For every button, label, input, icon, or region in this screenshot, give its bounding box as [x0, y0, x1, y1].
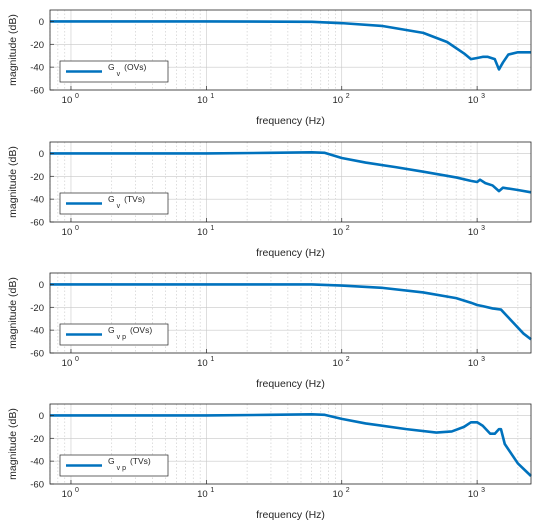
legend-label: Gv p(TVs): [108, 456, 151, 472]
legend: Gv(TVs): [59, 192, 169, 215]
y-axis-label: magnitude (dB): [7, 146, 19, 218]
x-tick-label: 10: [62, 489, 73, 500]
legend-box: [59, 323, 169, 346]
x-tick-label: 10: [468, 358, 479, 369]
y-axis-label: magnitude (dB): [7, 408, 19, 480]
legend-box: [59, 454, 169, 477]
x-tick-exponent: 0: [75, 356, 79, 363]
y-tick-label: -20: [30, 303, 44, 314]
x-tick-exponent: 3: [481, 225, 485, 232]
legend-label: Gv(OVs): [108, 62, 146, 78]
y-tick-label: -60: [30, 349, 44, 360]
legend-label: Gv(TVs): [108, 194, 145, 210]
y-tick-label: -40: [30, 457, 44, 468]
y-tick-label: 0: [39, 17, 44, 28]
x-tick-label: 10: [332, 227, 343, 238]
x-tick-label: 10: [197, 227, 208, 238]
y-axis-label: magnitude (dB): [7, 14, 19, 86]
y-tick-label: -20: [30, 434, 44, 445]
series-line-1: [50, 283, 532, 341]
legend: Gv p(TVs): [59, 454, 169, 477]
x-tick-exponent: 3: [481, 356, 485, 363]
x-tick-label: 10: [62, 227, 73, 238]
x-axis-label: frequency (Hz): [256, 378, 325, 390]
x-tick-exponent: 2: [346, 356, 350, 363]
x-tick-label: 10: [62, 95, 73, 106]
series-line-1: [50, 412, 532, 477]
legend-label: Gv p(OVs): [108, 325, 152, 341]
y-tick-label: -20: [30, 172, 44, 183]
legend-box: [59, 60, 169, 83]
x-tick-exponent: 2: [346, 487, 350, 494]
series-line-1: [50, 150, 532, 194]
x-tick-exponent: 1: [210, 93, 214, 100]
y-tick-label: -60: [30, 480, 44, 491]
x-tick-exponent: 2: [346, 93, 350, 100]
axes-box: [49, 9, 532, 91]
y-tick-label: -40: [30, 326, 44, 337]
x-tick-exponent: 1: [210, 225, 214, 232]
legend: Gv p(OVs): [59, 323, 169, 346]
x-tick-exponent: 2: [346, 225, 350, 232]
x-axis-label: frequency (Hz): [256, 509, 325, 521]
x-tick-label: 10: [332, 489, 343, 500]
x-tick-exponent: 0: [75, 487, 79, 494]
axes-box: [49, 403, 532, 485]
x-tick-exponent: 3: [481, 487, 485, 494]
y-tick-label: -60: [30, 86, 44, 97]
x-tick-label: 10: [197, 358, 208, 369]
x-axis-label: frequency (Hz): [256, 115, 325, 127]
y-tick-label: -20: [30, 40, 44, 51]
y-tick-label: -60: [30, 218, 44, 229]
x-tick-label: 10: [62, 358, 73, 369]
y-tick-label: -40: [30, 63, 44, 74]
x-tick-label: 10: [468, 489, 479, 500]
x-tick-exponent: 0: [75, 93, 79, 100]
axes-box: [49, 272, 532, 354]
x-tick-label: 10: [197, 95, 208, 106]
x-tick-exponent: 1: [210, 356, 214, 363]
x-tick-label: 10: [468, 227, 479, 238]
x-tick-exponent: 1: [210, 487, 214, 494]
series-line-1: [50, 20, 531, 71]
y-tick-label: 0: [39, 411, 44, 422]
axes-box: [49, 141, 532, 223]
x-tick-exponent: 0: [75, 225, 79, 232]
legend: Gv(OVs): [59, 60, 169, 83]
y-tick-label: -40: [30, 195, 44, 206]
legend-box: [59, 192, 169, 215]
x-tick-label: 10: [332, 358, 343, 369]
x-tick-label: 10: [468, 95, 479, 106]
x-tick-exponent: 3: [481, 93, 485, 100]
y-tick-label: 0: [39, 149, 44, 160]
x-tick-label: 10: [197, 489, 208, 500]
x-tick-label: 10: [332, 95, 343, 106]
y-axis-label: magnitude (dB): [7, 277, 19, 349]
x-axis-label: frequency (Hz): [256, 247, 325, 259]
y-tick-label: 0: [39, 280, 44, 291]
